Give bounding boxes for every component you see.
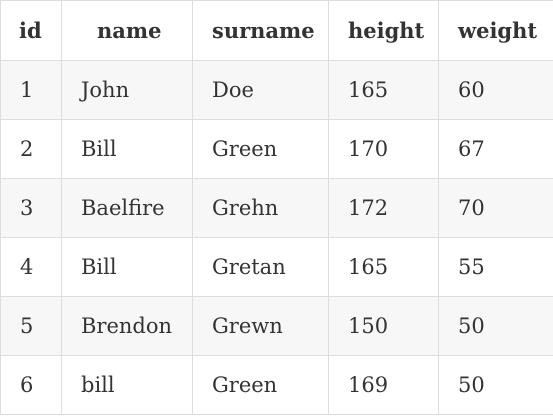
header-weight: weight [438,0,553,61]
cell-id: 6 [0,355,62,415]
cell-weight: 50 [438,296,553,356]
table-row: 2 Bill Green 170 67 [0,119,553,179]
cell-name: Brendon [61,296,193,356]
cell-weight: 50 [438,355,553,415]
table-body: 1 John Doe 165 60 2 Bill Green 170 67 3 … [0,60,553,415]
cell-weight: 67 [438,119,553,179]
cell-weight: 60 [438,60,553,120]
cell-height: 165 [328,237,439,297]
table-header: id name surname height weight [0,0,553,61]
cell-surname: Grewn [192,296,329,356]
table-row: 5 Brendon Grewn 150 50 [0,296,553,356]
cell-id: 4 [0,237,62,297]
cell-height: 172 [328,178,439,238]
cell-id: 3 [0,178,62,238]
header-surname: surname [192,0,329,61]
cell-id: 2 [0,119,62,179]
cell-id: 1 [0,60,62,120]
table-row: 1 John Doe 165 60 [0,60,553,120]
cell-surname: Green [192,119,329,179]
cell-name: Bill [61,119,193,179]
cell-name: Bill [61,237,193,297]
table-row: 4 Bill Gretan 165 55 [0,237,553,297]
cell-surname: Doe [192,60,329,120]
header-name: name [61,0,193,61]
cell-weight: 70 [438,178,553,238]
header-row: id name surname height weight [0,0,553,61]
cell-weight: 55 [438,237,553,297]
cell-height: 150 [328,296,439,356]
cell-name: Baelfire [61,178,193,238]
header-height: height [328,0,439,61]
cell-surname: Green [192,355,329,415]
cell-height: 170 [328,119,439,179]
cell-name: John [61,60,193,120]
cell-name: bill [61,355,193,415]
table-row: 6 bill Green 169 50 [0,355,553,415]
cell-height: 169 [328,355,439,415]
table-row: 3 Baelfire Grehn 172 70 [0,178,553,238]
header-id: id [0,0,62,61]
cell-id: 5 [0,296,62,356]
cell-surname: Grehn [192,178,329,238]
cell-surname: Gretan [192,237,329,297]
cell-height: 165 [328,60,439,120]
